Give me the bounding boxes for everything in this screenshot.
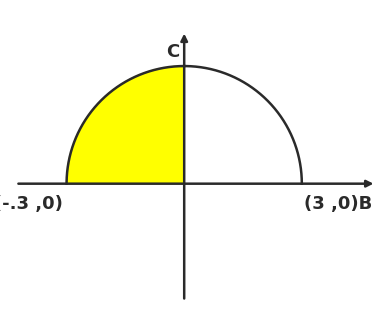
Polygon shape (67, 66, 184, 184)
Text: C: C (166, 43, 180, 61)
Text: (3 ,0)B: (3 ,0)B (304, 195, 372, 213)
Text: A(-.3 ,0): A(-.3 ,0) (0, 195, 62, 213)
